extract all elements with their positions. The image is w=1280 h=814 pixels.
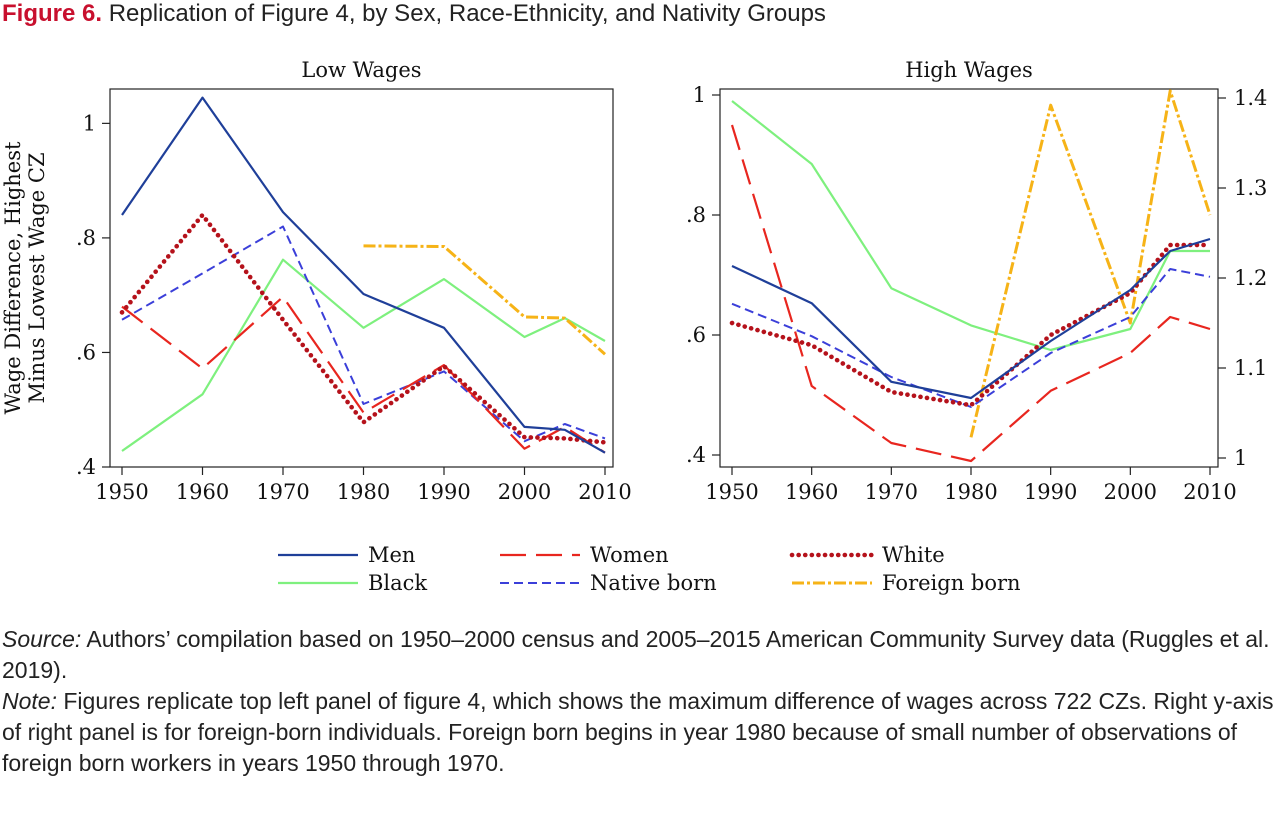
y2-tick-label: 1.1 <box>1234 356 1267 380</box>
y2-tick-label: 1.3 <box>1234 176 1267 200</box>
panel-low-wages <box>102 88 614 475</box>
panel-high-wages <box>712 88 1226 475</box>
source-note: Source: Authors’ compilation based on 19… <box>2 624 1278 686</box>
note-text: Figures replicate top left panel of figu… <box>2 688 1274 776</box>
x-tick-label: 1950 <box>705 480 758 504</box>
x-tick-label: 2010 <box>578 480 631 504</box>
y-axis-label: Wage Difference, Highest <box>1 141 25 414</box>
legend-label-white: White <box>882 543 945 567</box>
series-line-black <box>731 100 1210 352</box>
legend-label-women: Women <box>590 543 669 567</box>
legend-label-men: Men <box>368 543 415 567</box>
legend-label-black: Black <box>368 571 427 595</box>
plot-frame <box>109 88 614 468</box>
x-tick-label: 1990 <box>1024 480 1077 504</box>
x-tick-label: 1960 <box>176 480 229 504</box>
series-line-women <box>730 124 1211 463</box>
y-axis-label: Minus Lowest Wage CZ <box>25 152 49 403</box>
y2-tick-label: 1 <box>1234 446 1247 470</box>
series-line-white <box>119 212 608 445</box>
y2-tick-label: 1.4 <box>1234 86 1267 110</box>
x-tick-label: 1990 <box>417 480 470 504</box>
panel-title: Low Wages <box>301 58 421 82</box>
chart-area: 1950 1960 1970 1980 1990 2000 2010 .4 .6 .8 1 Low W… <box>1 58 1267 595</box>
panel-title: High Wages <box>905 58 1033 82</box>
y-tick-label: .4 <box>76 455 96 479</box>
series-line-black <box>121 258 606 452</box>
y-tick-label: .8 <box>686 203 706 227</box>
legend-label-foreign: Foreign born <box>882 571 1021 595</box>
y-tick-label: .6 <box>686 323 706 347</box>
figure-title-text: Replication of Figure 4, by Sex, Race-Et… <box>108 0 826 27</box>
source-text: Authors’ compilation based on 1950–2000 … <box>2 626 1270 683</box>
series-line-native <box>731 268 1211 408</box>
legend: Men Women White Black Native born Foreign bor… <box>278 543 1021 595</box>
series-line-foreign <box>363 244 607 356</box>
y2-tick-label: 1.2 <box>1234 266 1267 290</box>
figure-title: Figure 6. Replication of Figure 4, by Se… <box>2 0 826 28</box>
note: Note: Figures replicate top left panel o… <box>2 686 1278 779</box>
figure-caption: Source: Authors’ compilation based on 19… <box>2 624 1278 779</box>
y-tick-label: .4 <box>686 443 706 467</box>
x-tick-label: 1960 <box>785 480 838 504</box>
x-tick-label: 2000 <box>498 480 551 504</box>
x-tick-label: 1970 <box>865 480 918 504</box>
x-tick-label: 1980 <box>944 480 997 504</box>
y-tick-label: 1 <box>693 83 706 107</box>
series-line-women <box>121 295 606 454</box>
x-tick-label: 1980 <box>337 480 390 504</box>
source-label: Source: <box>2 626 82 652</box>
note-label: Note: <box>2 688 57 714</box>
series-line-men <box>121 96 606 454</box>
x-tick-label: 1950 <box>95 480 148 504</box>
x-tick-label: 2000 <box>1104 480 1157 504</box>
x-tick-label: 2010 <box>1183 480 1236 504</box>
y-tick-label: 1 <box>83 111 96 135</box>
series-line-men <box>731 237 1211 400</box>
legend-label-native: Native born <box>590 571 717 595</box>
figure-number: Figure 6. <box>2 0 103 27</box>
x-tick-label: 1970 <box>256 480 309 504</box>
y-tick-label: .6 <box>76 340 96 364</box>
y-tick-label: .8 <box>76 226 96 250</box>
series-line-foreign <box>969 89 1212 438</box>
